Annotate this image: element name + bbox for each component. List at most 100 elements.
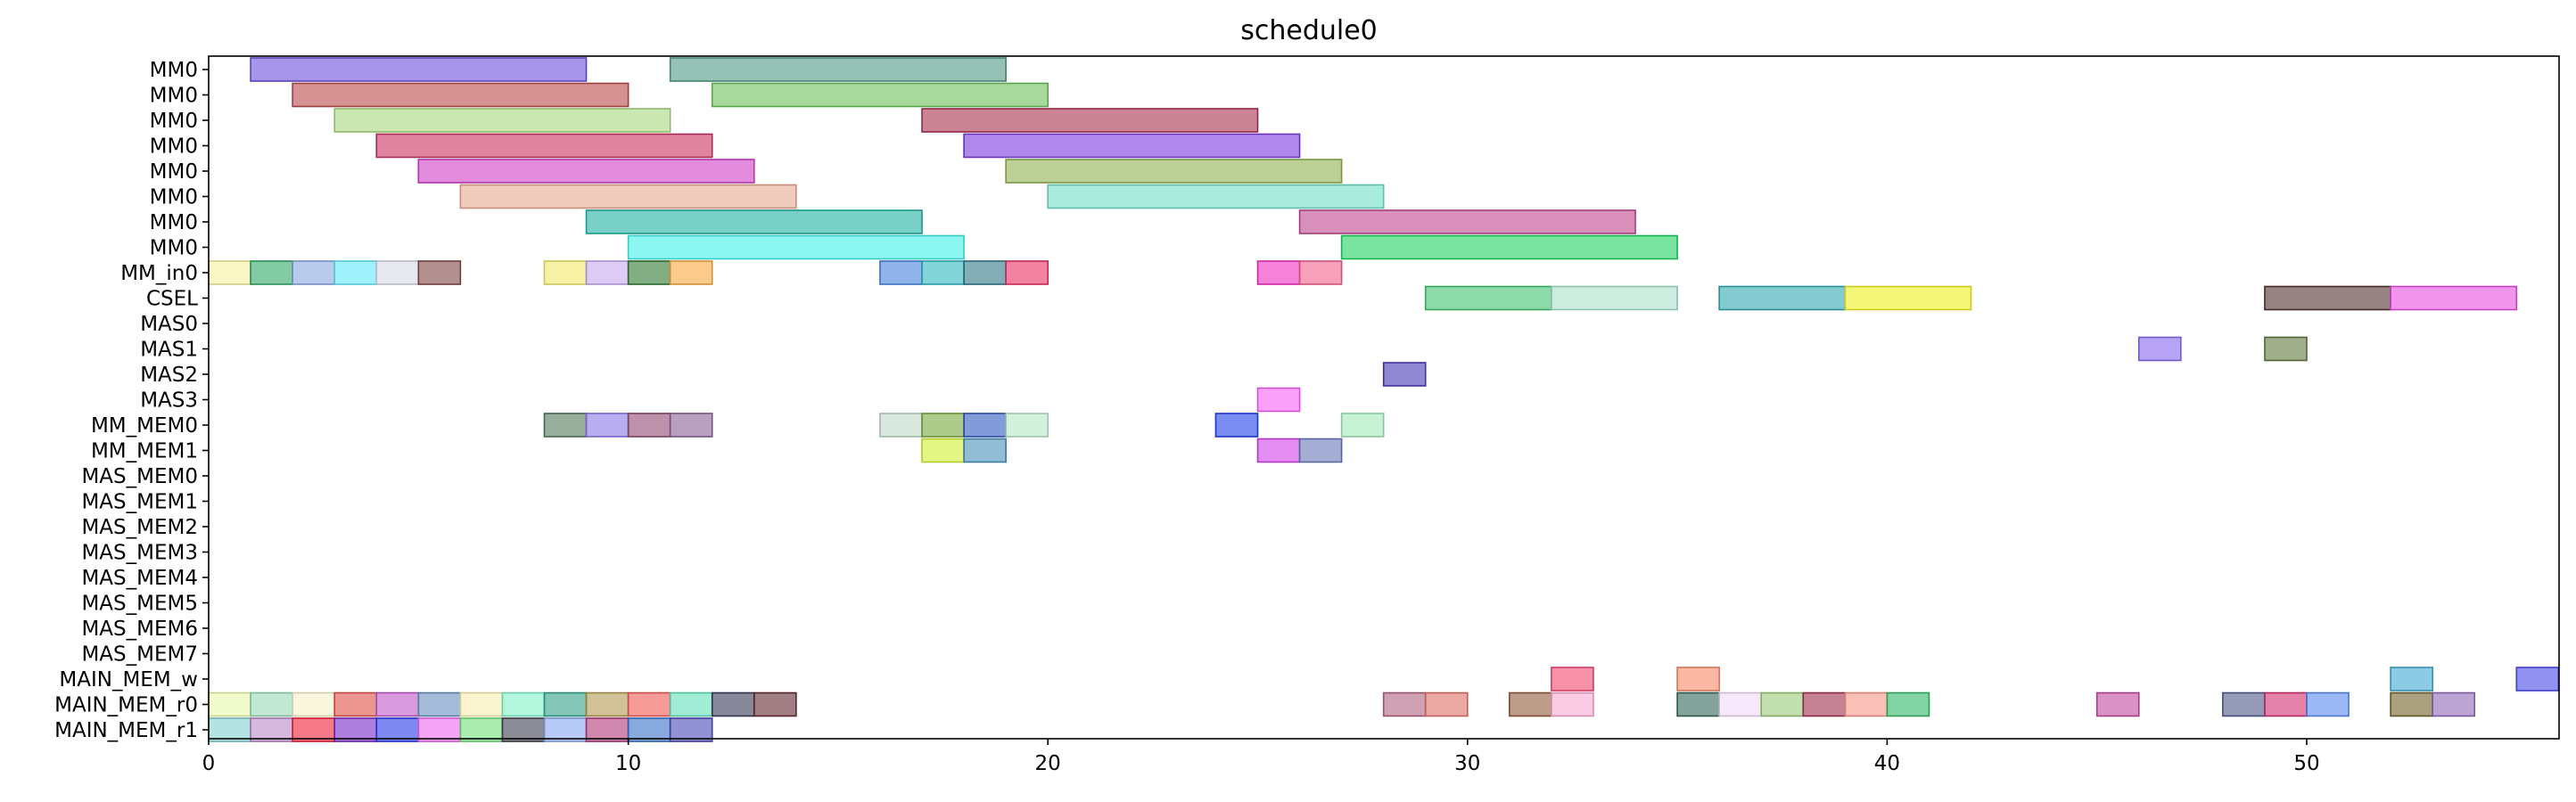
y-tick-label: MAS2 [140,364,198,387]
x-tick-label: 10 [615,752,641,775]
task-bar [1342,413,1384,437]
y-tick-label: MAIN_MEM_w [59,668,198,692]
task-bar [292,718,334,741]
task-bar [1258,389,1300,412]
y-tick-label: MM0 [150,59,198,82]
task-bar [1803,693,1845,716]
task-bar [251,718,292,741]
task-bar [1845,693,1887,716]
task-bar [754,693,796,716]
y-tick-label: MAS_MEM4 [81,567,198,590]
task-bar [460,718,502,741]
task-bar [671,693,712,716]
task-bar [2391,667,2432,691]
task-bar [1048,185,1383,209]
task-bar [1384,363,1426,386]
task-bar [418,261,460,284]
task-bar [712,693,754,716]
task-bar [1510,693,1551,716]
y-tick-label: MAS_MEM5 [81,593,198,616]
y-tick-label: MAIN_MEM_r0 [54,694,198,717]
task-bar [251,58,586,81]
task-bar [964,135,1299,158]
task-bar [376,135,712,158]
task-bar [251,693,292,716]
y-tick-label: MAIN_MEM_r1 [54,719,198,742]
task-bar [2265,338,2307,361]
y-tick-label: MM0 [150,237,198,260]
y-tick-label: MM0 [150,211,198,234]
y-tick-label: MAS_MEM7 [81,643,198,667]
task-bar [376,261,418,284]
task-bar [587,413,629,437]
task-bar [334,718,376,741]
task-bar [1384,693,1426,716]
task-bar [880,261,922,284]
y-tick-label: MM_MEM0 [91,414,198,438]
task-bar [1845,287,1971,310]
x-tick-label: 50 [2293,752,2319,775]
x-tick-label: 20 [1035,752,1061,775]
task-bar [964,413,1006,437]
y-tick-label: MM0 [150,160,198,184]
task-bar [1677,667,1719,691]
y-tick-label: MAS1 [140,339,198,362]
y-tick-label: MAS_MEM1 [81,491,198,514]
task-bar [544,261,586,284]
task-bar [1215,413,1257,437]
task-bar [1551,287,1677,310]
task-bar [544,413,586,437]
task-bar [209,261,251,284]
chart-title: schedule0 [1240,15,1378,46]
y-tick-label: MM_MEM1 [91,440,198,463]
task-bar [376,718,418,741]
task-bar [544,718,586,741]
task-bar [1551,667,1593,691]
task-bar [1300,210,1635,233]
task-bar [418,693,460,716]
task-bar [1300,261,1342,284]
x-axis: 0 10 20 30 40 50 [202,739,2320,775]
task-bar [1426,287,1551,310]
task-bar [2391,693,2432,716]
task-bar [1719,693,1761,716]
y-tick-label: MAS_MEM6 [81,618,198,641]
task-bar [1300,439,1342,462]
task-bar [292,693,334,716]
task-bar [629,261,671,284]
task-bar [964,261,1006,284]
y-tick-label: MAS_MEM2 [81,516,198,539]
task-bar [1006,413,1048,437]
task-bar [2391,287,2516,310]
y-tick-label: MM_in0 [120,262,198,285]
task-bar [671,261,712,284]
x-tick-label: 0 [202,752,216,775]
task-bar [629,693,671,716]
task-bar [209,718,251,741]
x-tick-label: 40 [1874,752,1900,775]
task-bar [587,261,629,284]
task-bar [418,160,753,183]
task-bar [1551,693,1593,716]
task-bar [922,109,1257,132]
task-bar [460,185,795,209]
task-bar [587,718,629,741]
task-bar [292,84,628,107]
task-bar [629,413,671,437]
y-axis: MM0MM0MM0MM0MM0MM0MM0MM0MM_in0CSELMAS0MA… [54,59,209,742]
task-bar [587,210,922,233]
task-bar [671,413,712,437]
y-tick-label: MM0 [150,135,198,159]
task-bar [334,109,670,132]
task-bar [1258,261,1300,284]
task-bar [334,693,376,716]
task-bar [1258,439,1300,462]
task-bar [2097,693,2139,716]
task-bar [502,718,544,741]
y-tick-label: CSEL [146,288,198,311]
task-bar [1887,693,1929,716]
y-tick-label: MAS_MEM3 [81,542,198,565]
plot-frame [209,56,2559,739]
task-bar [2139,338,2181,361]
